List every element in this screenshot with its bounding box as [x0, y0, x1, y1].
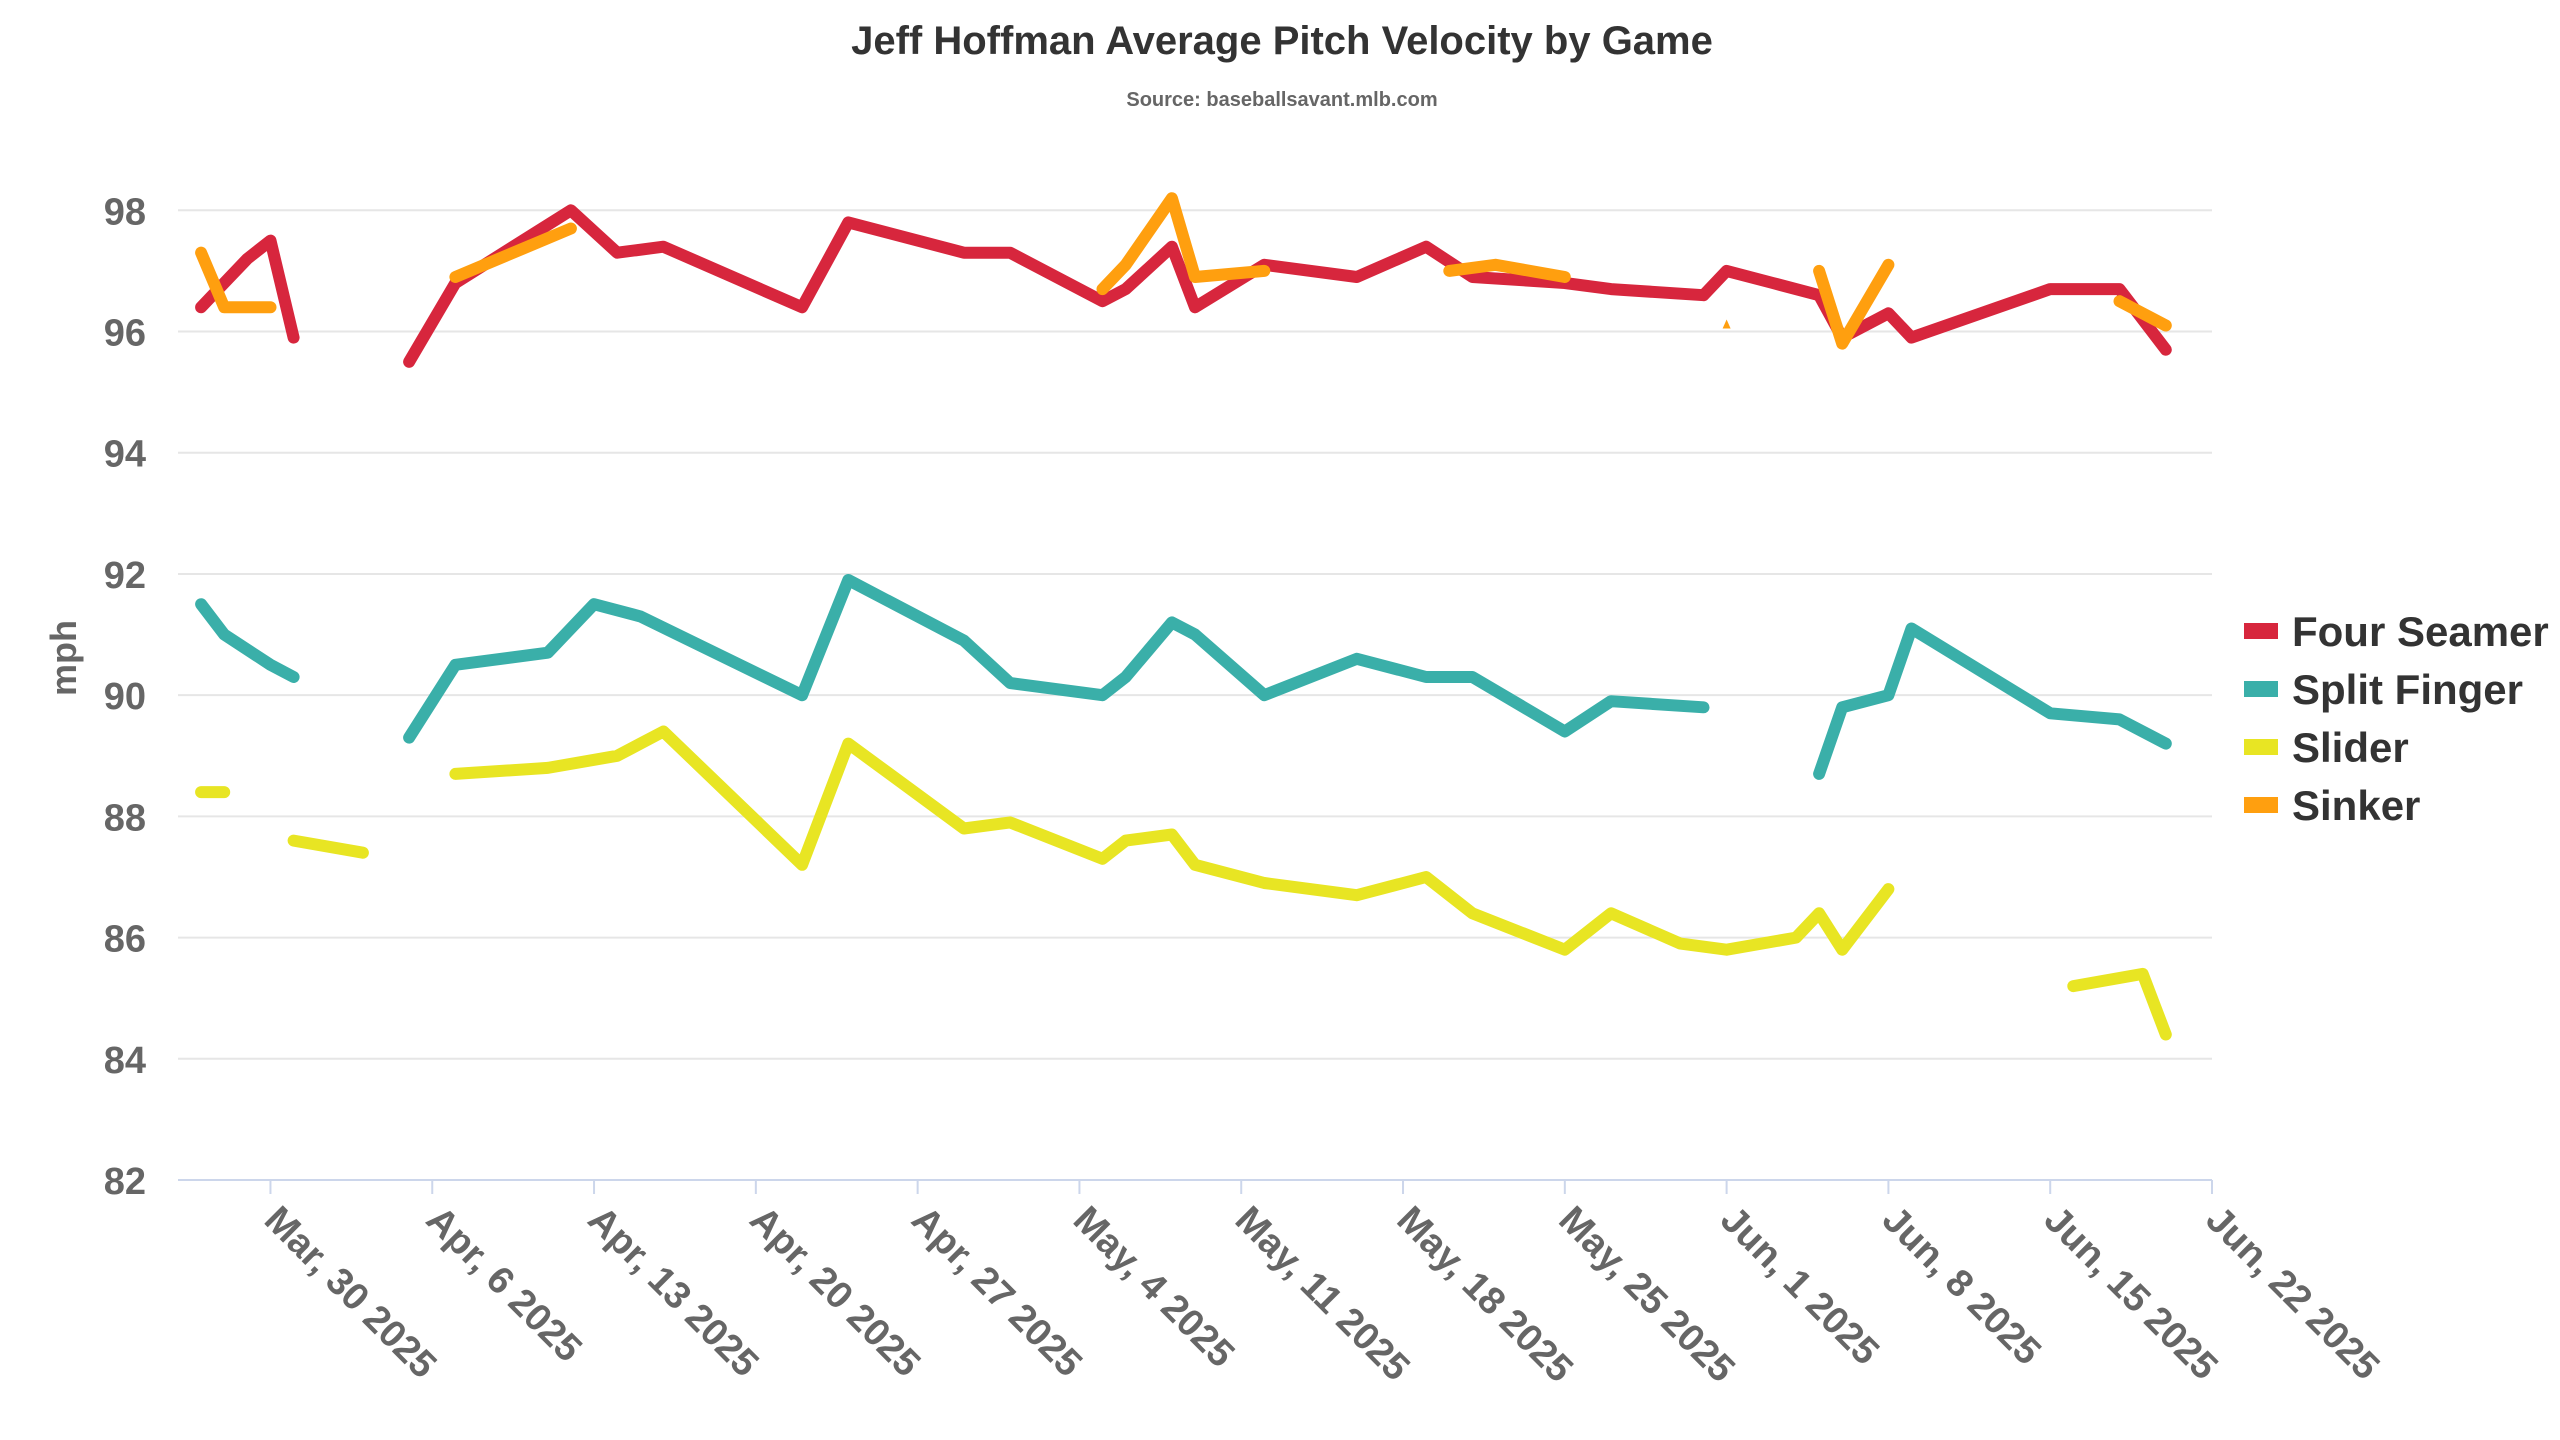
legend-label: Four Seamer	[2292, 608, 2549, 655]
x-tick-label: Apr, 13 2025	[580, 1199, 767, 1386]
x-tick-label: Mar, 30 2025	[256, 1199, 444, 1387]
y-tick-label: 82	[104, 1161, 146, 1203]
legend-swatch	[2244, 623, 2278, 639]
x-tick-label: Apr, 6 2025	[418, 1199, 590, 1371]
legend-item-four-seamer[interactable]: Four Seamer	[2244, 608, 2549, 655]
y-tick-label: 88	[104, 797, 146, 839]
legend-swatch	[2244, 739, 2278, 755]
x-tick-label: May, 4 2025	[1065, 1199, 1242, 1376]
series-layer	[195, 192, 2172, 1041]
series-line	[195, 192, 2172, 350]
y-tick-label: 98	[104, 191, 146, 233]
y-tick-label: 86	[104, 919, 146, 961]
x-tick-label: Apr, 20 2025	[741, 1199, 928, 1386]
x-tick-label: Apr, 27 2025	[903, 1199, 1090, 1386]
legend-item-sinker[interactable]: Sinker	[2244, 782, 2420, 829]
chart-title: Jeff Hoffman Average Pitch Velocity by G…	[851, 19, 1713, 63]
legend-swatch	[2244, 797, 2278, 813]
legend-item-split-finger[interactable]: Split Finger	[2244, 666, 2523, 713]
legend-label: Slider	[2292, 724, 2409, 771]
series-line	[195, 725, 2172, 1041]
series-split-finger	[195, 574, 2172, 780]
chart-subtitle: Source: baseballsavant.mlb.com	[1126, 89, 1437, 111]
y-tick-label: 90	[104, 676, 146, 718]
y-tick-label: 92	[104, 555, 146, 597]
legend-label: Split Finger	[2292, 666, 2523, 713]
grid-lines	[178, 209, 2212, 1181]
series-sinker	[195, 192, 2172, 350]
legend-item-slider[interactable]: Slider	[2244, 724, 2409, 771]
y-tick-label: 94	[104, 434, 146, 476]
series-line	[195, 574, 2172, 780]
x-tick-label: Jun, 1 2025	[1712, 1199, 1887, 1374]
y-axis-title: mph	[43, 620, 84, 696]
y-axis: 82 84 86 88 90 92 94 96 98	[104, 191, 146, 1203]
legend-swatch	[2244, 681, 2278, 697]
series-slider	[195, 725, 2172, 1041]
x-tick-label: Jun, 8 2025	[1874, 1199, 2049, 1374]
y-tick-label: 84	[104, 1040, 146, 1082]
legend[interactable]: Four Seamer Split Finger Slider Sinker	[2244, 608, 2549, 829]
legend-label: Sinker	[2292, 782, 2420, 829]
y-tick-label: 96	[104, 313, 146, 355]
x-tick-label: Jun, 22 2025	[2198, 1199, 2388, 1389]
x-tick-label: Jun, 15 2025	[2036, 1199, 2226, 1389]
series-marker	[1722, 319, 1731, 329]
